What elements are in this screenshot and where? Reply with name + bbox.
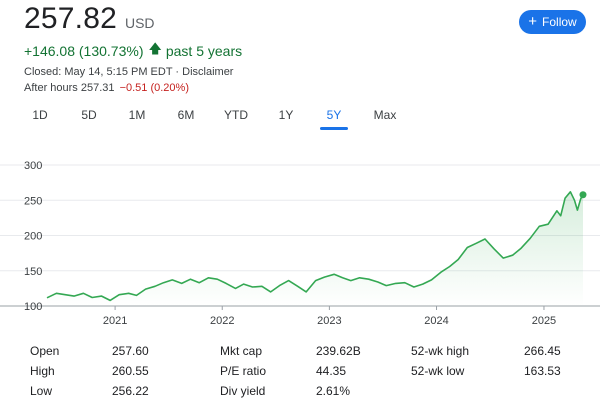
arrow-up-icon: 🡅	[148, 41, 162, 56]
stat-open-value: 257.60	[112, 344, 149, 358]
stat-52wk-low-label: 52-wk low	[411, 364, 465, 378]
follow-button[interactable]: + Follow	[519, 10, 586, 34]
stat-high-value: 260.55	[112, 364, 149, 378]
stat-52wk-high-value: 266.45	[524, 344, 561, 358]
tab-1y[interactable]: 1Y	[278, 108, 294, 122]
tab-6m[interactable]: 6M	[177, 108, 195, 122]
tab-1d[interactable]: 1D	[32, 108, 48, 122]
after-hours-info: After hours 257.31 −0.51 (0.20%)	[24, 82, 189, 94]
price-change: +146.08 (130.73%) 🡅 past 5 years	[24, 40, 242, 62]
price-line	[46, 191, 584, 302]
stat-open-label: Open	[30, 344, 60, 358]
stat-high-label: High	[30, 364, 55, 378]
stat-pe-label: P/E ratio	[220, 364, 267, 378]
x-tick-label: 2024	[424, 315, 448, 327]
current-price: 257.82	[24, 2, 117, 35]
stat-mktcap-value: 239.62B	[316, 344, 361, 358]
y-tick-label: 200	[24, 231, 42, 243]
price-chart: 100 150 200 250 300 2021 2022 2023 2024 2025	[0, 160, 600, 327]
y-tick-label: 300	[24, 160, 42, 172]
x-axis-labels: 2021 2022 2023 2024 2025	[103, 306, 556, 327]
stat-52wk-low-value: 163.53	[524, 364, 561, 378]
after-hours-price: After hours 257.31	[24, 82, 115, 94]
currency-label: USD	[124, 15, 155, 31]
active-tab-indicator	[320, 127, 348, 130]
change-period: past 5 years	[165, 43, 243, 59]
follow-label: Follow	[542, 15, 577, 29]
stat-52wk-high-label: 52-wk high	[411, 344, 470, 358]
x-tick-label: 2023	[317, 315, 341, 327]
after-hours-change: −0.51 (0.20%)	[119, 82, 189, 94]
tab-1m[interactable]: 1M	[128, 108, 146, 122]
stat-mktcap-label: Mkt cap	[220, 344, 263, 358]
tab-5d[interactable]: 5D	[81, 108, 97, 122]
stat-low-value: 256.22	[112, 384, 149, 398]
y-axis-labels: 100 150 200 250 300	[24, 160, 42, 313]
x-tick-label: 2025	[532, 315, 556, 327]
stat-divyield-value: 2.61%	[316, 384, 351, 398]
x-tick-label: 2021	[103, 315, 127, 327]
price-header: 257.82 USD	[24, 2, 155, 36]
stat-divyield-label: Div yield	[220, 384, 266, 398]
latest-price-dot	[579, 191, 587, 199]
range-tabs: 1D 5D 1M 6M YTD 1Y 5Y Max	[24, 108, 414, 130]
stat-low-label: Low	[30, 384, 53, 398]
tab-ytd[interactable]: YTD	[224, 108, 248, 122]
x-tick-label: 2022	[210, 315, 234, 327]
stat-pe-value: 44.35	[316, 364, 347, 378]
y-tick-label: 250	[24, 195, 42, 207]
closed-info: Closed: May 14, 5:15 PM EDT · Disclaimer	[24, 66, 234, 78]
price-area-fill	[47, 191, 583, 306]
tab-max[interactable]: Max	[373, 108, 397, 122]
tab-5y[interactable]: 5Y	[326, 108, 342, 122]
plus-icon: +	[528, 13, 538, 30]
change-value: +146.08 (130.73%)	[24, 43, 144, 59]
y-tick-label: 150	[24, 266, 42, 278]
y-tick-label: 100	[24, 301, 42, 313]
